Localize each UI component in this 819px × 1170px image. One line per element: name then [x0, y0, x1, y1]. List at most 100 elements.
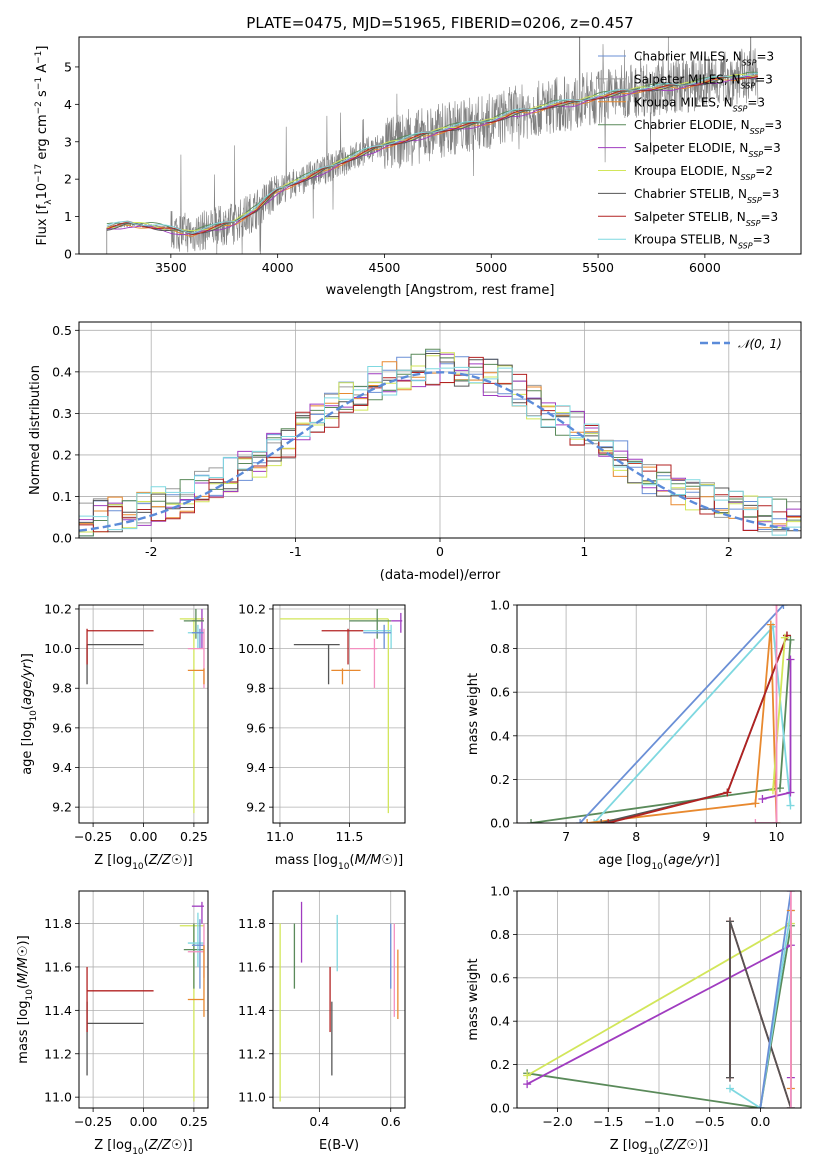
y-tick-label: 11.0 — [44, 1090, 72, 1105]
y-tick-label: 0.3 — [52, 406, 72, 421]
x-tick-label: 4000 — [262, 260, 294, 275]
y-tick-label: 9.2 — [246, 800, 266, 815]
y-tick-label: 9.4 — [246, 760, 266, 775]
plot-area-age_vs_Z — [86, 608, 205, 814]
weight-series-4 — [600, 635, 788, 823]
y-tick-label: 9.2 — [52, 800, 72, 815]
legend-entry: Chabrier STELIB, NSSP=3 — [634, 187, 779, 205]
x-tick-label: 0.0 — [750, 1114, 770, 1129]
weight-series-1 — [579, 605, 785, 823]
y-tick-label: 0.5 — [52, 323, 72, 338]
plot-area-weight_vs_age — [527, 605, 795, 823]
legend-entry: 𝒩(0, 1) — [738, 337, 782, 351]
x-tick-label: 5500 — [582, 260, 614, 275]
y-tick-label: 11.6 — [238, 959, 266, 974]
weight-marker — [527, 819, 536, 823]
y-axis-label: Normed distribution — [28, 365, 43, 495]
model-line-8 — [106, 72, 758, 234]
weight-marker — [780, 633, 789, 642]
y-axis-label: mass weight — [466, 958, 481, 1040]
legend-entry: Kroupa ELODIE, NSSP=2 — [634, 164, 773, 182]
x-axis-label: mass [log10(M/M☉)] — [275, 853, 403, 872]
axes-weight_vs_Z: −2.0 −1.5 −1.0 −0.5 0.0 0.0 0.2 0.4 0.6 0.8 1.0 Z [… — [466, 884, 802, 1157]
x-axis-label: Z [log10(Z/Z☉)] — [94, 853, 193, 872]
y-tick-label: 11.2 — [44, 1046, 72, 1061]
axes-frame — [272, 890, 406, 1109]
y-tick-label: 10.0 — [44, 641, 72, 656]
y-tick-label: 11.2 — [238, 1046, 266, 1061]
y-tick-label: 2 — [64, 172, 72, 187]
x-tick-label: −0.25 — [74, 829, 112, 844]
weight-marker — [766, 620, 775, 629]
y-tick-label: 0.0 — [52, 531, 72, 546]
weight-series-0 — [526, 925, 792, 1108]
weight-series-7 — [772, 637, 786, 791]
x-axis-label: wavelength [Angstrom, rest frame] — [326, 283, 555, 298]
weight-marker — [604, 819, 613, 823]
weight-series-0 — [530, 639, 792, 823]
y-tick-label: 9.4 — [52, 760, 72, 775]
weight-marker — [597, 819, 606, 823]
plot-area-spectrum — [106, 37, 759, 254]
x-tick-label: -2 — [145, 544, 157, 559]
x-tick-label: 0.00 — [130, 1114, 158, 1129]
y-tick-label: 3 — [64, 134, 72, 149]
weight-series-6 — [759, 891, 792, 1108]
weight-marker — [590, 819, 599, 823]
y-tick-label: 0.2 — [490, 1057, 510, 1072]
x-tick-label: −2.0 — [542, 1114, 572, 1129]
x-tick-label: −1.5 — [593, 1114, 623, 1129]
y-axis-label: mass [log10(M/M☉)] — [16, 935, 35, 1063]
weight-marker — [786, 635, 795, 644]
model-line-5 — [106, 74, 758, 232]
x-tick-label: 1 — [580, 544, 588, 559]
y-tick-label: 0.6 — [490, 685, 510, 700]
weight-marker — [723, 788, 732, 797]
legend-entry: Salpeter STELIB, NSSP=3 — [634, 210, 778, 228]
weight-marker — [786, 788, 795, 797]
weight-marker — [786, 801, 795, 810]
y-tick-label: 9.8 — [246, 681, 266, 696]
weight-marker — [726, 1073, 734, 1082]
axes-residuals: -2 -1 0 1 2 0.0 0.1 0.2 0.3 0.4 0.5 𝒩(0, 1) (data-mo… — [28, 321, 802, 583]
x-tick-label: −0.5 — [695, 1114, 725, 1129]
y-tick-label: 0.8 — [490, 641, 510, 656]
x-axis-label: age [log10(age/yr)] — [598, 853, 720, 872]
plot-area-mass_vs_Z — [86, 901, 205, 1102]
weight-series-3 — [586, 624, 778, 823]
y-tick-label: 9.8 — [52, 681, 72, 696]
x-tick-label: 0.4 — [309, 1114, 329, 1129]
y-tick-label: 10.2 — [44, 601, 72, 616]
legend-entry: Chabrier MILES, NSSP=3 — [634, 50, 774, 68]
y-tick-label: 0 — [64, 247, 72, 262]
y-tick-label: 0.2 — [52, 447, 72, 462]
y-tick-label: 0.4 — [490, 728, 510, 743]
y-tick-label: 0.2 — [490, 772, 510, 787]
y-tick-label: 5 — [64, 59, 72, 74]
y-axis-label: age [log10(age/yr)] — [20, 653, 39, 775]
weight-marker — [772, 819, 781, 823]
y-tick-label: 1 — [64, 209, 72, 224]
x-tick-label: -1 — [289, 544, 301, 559]
x-tick-label: 3500 — [155, 260, 187, 275]
x-tick-label: 7 — [562, 829, 570, 844]
weight-marker — [523, 1080, 532, 1089]
weight-marker — [751, 799, 760, 808]
x-tick-label: 4500 — [369, 260, 401, 275]
y-tick-label: 11.4 — [44, 1003, 72, 1018]
axes-age_vs_Z: −0.25 0.00 0.25 9.2 9.4 9.6 9.8 10.0 10.2 Z [log1… — [20, 601, 209, 872]
y-tick-label: 10.0 — [238, 641, 266, 656]
x-tick-label: 2 — [725, 544, 733, 559]
y-tick-label: 0.4 — [490, 1014, 510, 1029]
x-tick-label: 0.6 — [381, 1114, 401, 1129]
y-tick-label: 9.6 — [246, 720, 266, 735]
x-tick-label: 6000 — [689, 260, 721, 275]
legend-entry: Kroupa STELIB, NSSP=3 — [634, 233, 770, 251]
axes-weight_vs_age: 7 8 9 10 0.0 0.2 0.4 0.6 0.8 1.0 age [log10(age/yr… — [466, 598, 802, 872]
legend-entry: Salpeter ELODIE, NSSP=3 — [634, 141, 781, 159]
x-tick-label: 11.0 — [266, 829, 294, 844]
x-tick-label: 9 — [702, 829, 710, 844]
y-tick-label: 9.6 — [52, 720, 72, 735]
y-tick-label: 0.0 — [490, 816, 510, 831]
x-tick-label: 11.5 — [335, 829, 363, 844]
